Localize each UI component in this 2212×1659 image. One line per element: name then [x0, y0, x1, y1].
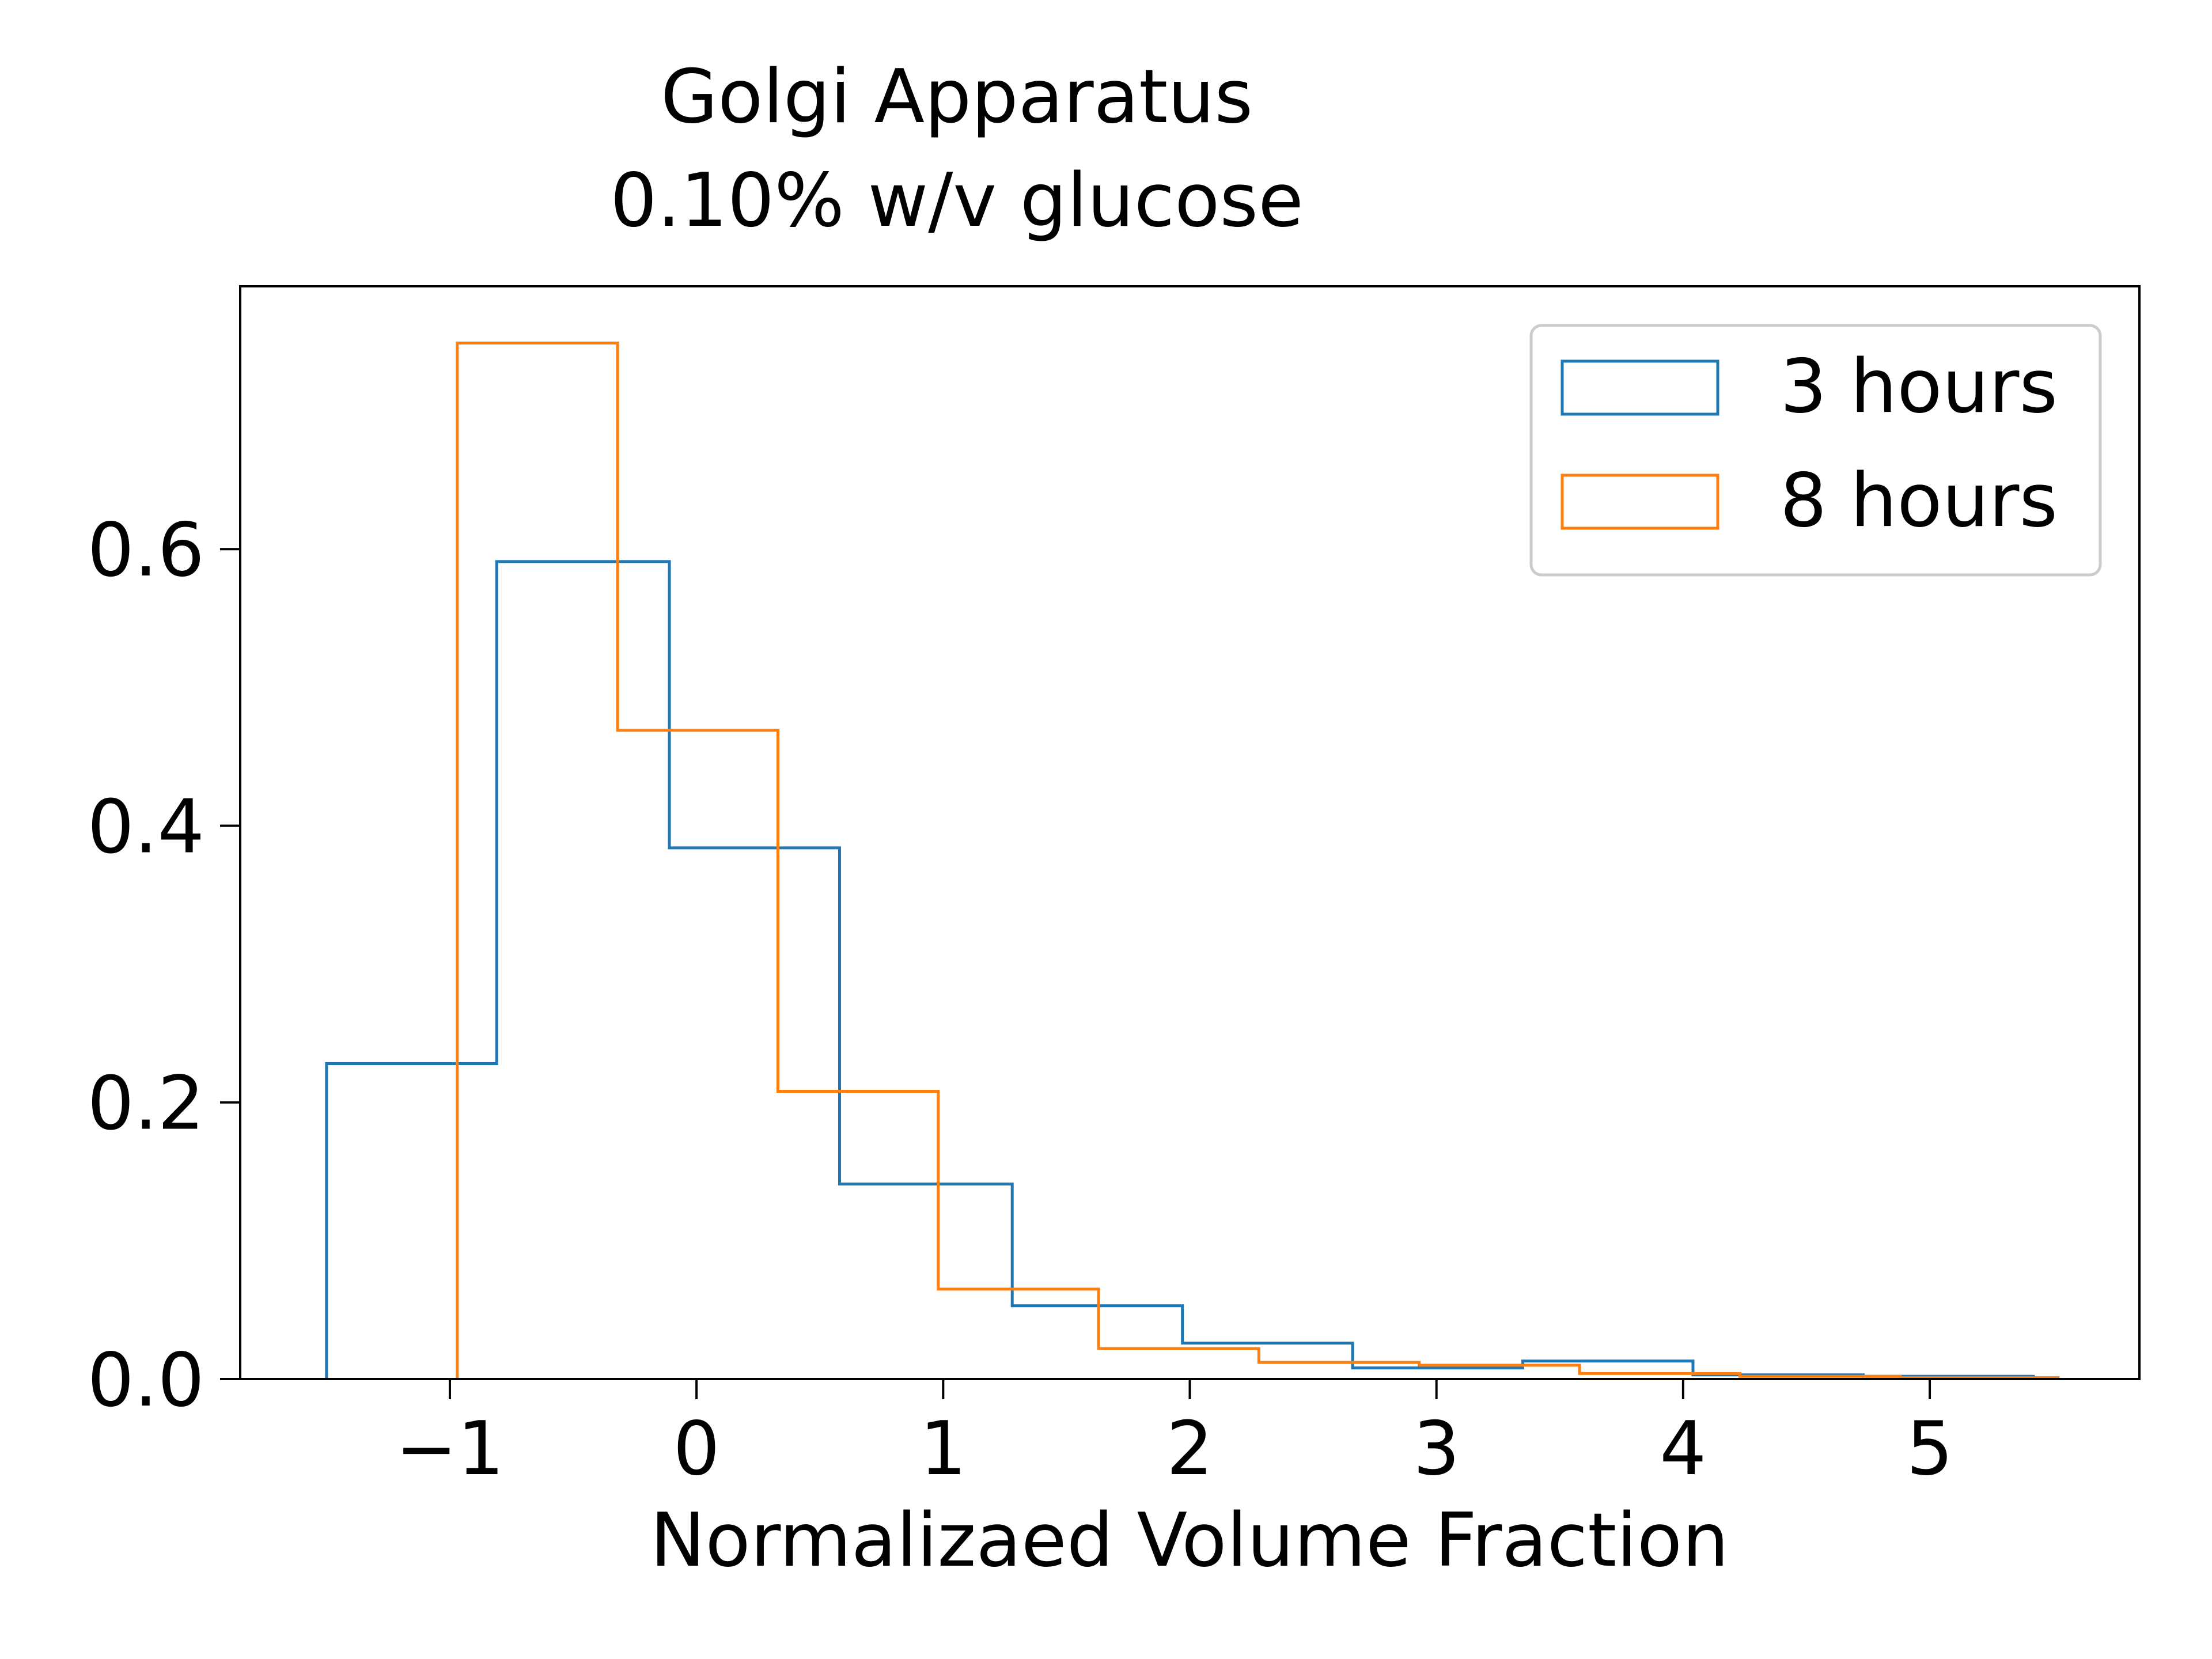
- legend: 3 hours 8 hours: [1529, 324, 2102, 577]
- x-tick-label: 5: [1906, 1406, 1953, 1492]
- y-tick-label: 0.0: [87, 1338, 204, 1423]
- x-tick-label: 4: [1660, 1406, 1706, 1492]
- x-axis: −1 0 1 2 3 4 5: [396, 1379, 1953, 1492]
- y-tick-label: 0.4: [87, 784, 204, 870]
- chart-title-line1: Golgi Apparatus: [661, 54, 1253, 140]
- legend-swatch-8-hours: [1560, 474, 1719, 530]
- y-tick-label: 0.6: [87, 507, 204, 593]
- histogram-outline-8-hours: [456, 341, 2060, 1380]
- x-axis-title: Normalizaed Volume Fraction: [650, 1498, 1729, 1584]
- y-tick-label: 0.2: [87, 1061, 204, 1147]
- legend-swatch-3-hours: [1560, 359, 1719, 416]
- x-tick-label: 1: [920, 1406, 967, 1492]
- x-tick-label: 0: [673, 1406, 719, 1492]
- x-tick-label: 3: [1413, 1406, 1460, 1492]
- legend-label-3-hours: 3 hours: [1780, 344, 2058, 430]
- x-tick-label: −1: [396, 1406, 505, 1492]
- y-axis: 0.0 0.2 0.4 0.6: [87, 507, 240, 1423]
- chart-title-line2: 0.10% w/v glucose: [610, 158, 1304, 244]
- legend-label-8-hours: 8 hours: [1780, 458, 2058, 544]
- series-8-hours: [456, 341, 2060, 1380]
- legend-frame: [1529, 324, 2102, 577]
- x-tick-label: 2: [1166, 1406, 1213, 1492]
- histogram-steps: [325, 341, 2060, 1380]
